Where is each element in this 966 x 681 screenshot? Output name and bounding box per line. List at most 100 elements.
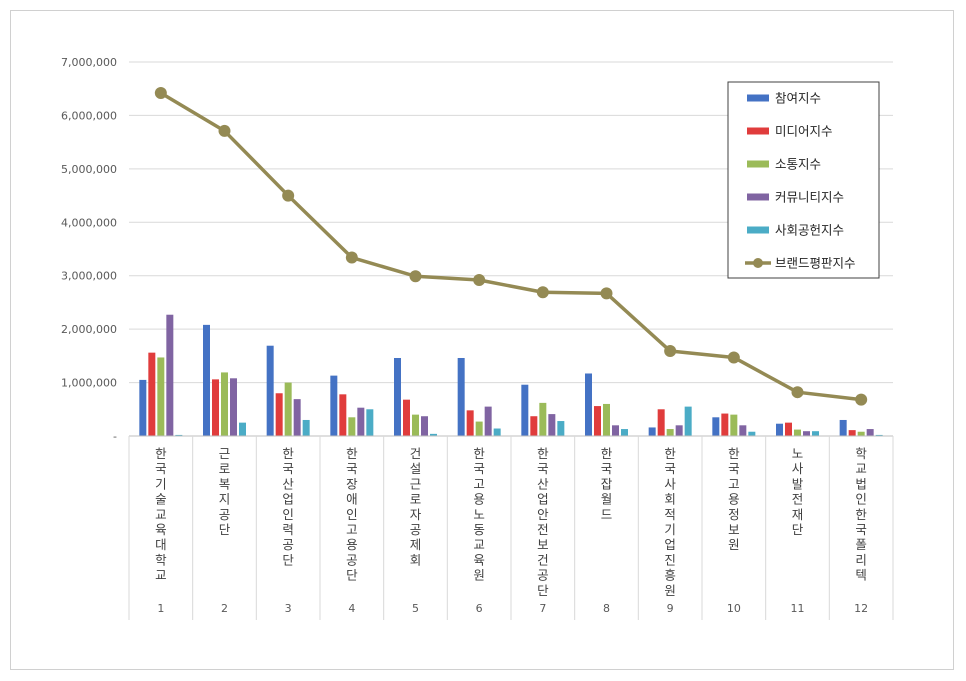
bar: [739, 425, 747, 436]
category-label-char: 한: [855, 507, 867, 522]
bar: [394, 357, 401, 436]
bar: [203, 324, 210, 436]
rank-label: 8: [603, 602, 610, 615]
category-label-char: 근: [410, 476, 422, 491]
category-label-char: 월: [601, 492, 613, 507]
category-label-char: 동: [473, 522, 485, 537]
category-label-char: 폴: [855, 537, 867, 552]
line-point: [409, 270, 422, 283]
y-tick-label: 2,000,000: [61, 323, 117, 336]
category-label-char: 리: [855, 552, 867, 567]
bar: [230, 378, 237, 436]
rank-label: 12: [854, 602, 868, 615]
bar: [212, 379, 219, 436]
category-label-char: 국: [282, 461, 294, 476]
bar: [848, 430, 856, 436]
category-label-char: 원: [473, 568, 485, 583]
y-tick-label: 5,000,000: [61, 163, 117, 176]
category-label-char: 장: [346, 476, 358, 491]
category-label-char: 법: [855, 476, 867, 491]
bar: [284, 382, 292, 436]
legend-label: 커뮤니티지수: [775, 190, 844, 205]
bar: [421, 416, 428, 436]
bar: [302, 419, 310, 436]
bar: [430, 433, 437, 436]
legend-label: 소통지수: [775, 157, 821, 172]
legend-swatch: [747, 94, 769, 102]
bar: [466, 410, 474, 436]
bar: [812, 431, 819, 436]
legend-marker: [753, 258, 763, 268]
category-label-char: 근: [219, 446, 231, 461]
category-label-char: 공: [282, 537, 294, 552]
rank-label: 11: [791, 602, 805, 615]
bar: [603, 403, 610, 436]
y-tick-label: 6,000,000: [61, 109, 117, 122]
legend-label: 사회공헌지수: [775, 223, 844, 238]
line-point: [791, 386, 804, 399]
category-label-char: 건: [537, 552, 549, 567]
category-label-char: 학: [855, 446, 867, 461]
bar: [857, 431, 865, 436]
line-point: [855, 393, 868, 406]
legend-swatch: [747, 127, 769, 135]
brand-reputation-line: [159, 91, 862, 402]
category-label-char: 제: [410, 537, 422, 552]
category-label-char: 한: [155, 446, 167, 461]
category-label-char: 전: [537, 522, 549, 537]
line-point: [154, 86, 167, 99]
bar-series: [139, 314, 883, 436]
category-label-char: 노: [473, 507, 485, 522]
category-label-char: 업: [282, 492, 294, 507]
category-label-char: 단: [537, 583, 549, 598]
bar: [785, 422, 792, 436]
bar: [275, 393, 283, 436]
category-label-char: 국: [473, 461, 485, 476]
bar: [293, 399, 301, 436]
category-label-char: 고: [473, 476, 485, 491]
bar: [348, 417, 356, 436]
bar: [648, 427, 656, 436]
bar: [239, 422, 246, 436]
category-label-char: 단: [219, 522, 231, 537]
category-label-char: 보: [537, 537, 549, 552]
category-label-char: 한: [346, 446, 358, 461]
category-label-char: 사: [792, 461, 804, 476]
category-label-char: 설: [410, 461, 422, 476]
bar: [530, 416, 538, 436]
line-point: [218, 124, 231, 137]
category-label-char: 국: [346, 461, 358, 476]
x-axis: 한국기술교육대학교1근로복지공단2한국산업인력공단3한국장애인고용공단4건설근로…: [128, 435, 894, 620]
line-point: [345, 251, 358, 264]
category-label-char: 인: [346, 507, 358, 522]
category-label-char: 애: [346, 492, 358, 507]
bar: [221, 372, 228, 436]
rank-label: 10: [727, 602, 741, 615]
category-label-char: 기: [664, 522, 676, 537]
bar: [484, 406, 492, 436]
bar: [175, 434, 183, 436]
category-label-char: 국: [601, 461, 613, 476]
category-label-char: 국: [728, 461, 740, 476]
category-label-char: 잡: [601, 476, 613, 491]
category-label-char: 산: [282, 476, 294, 491]
category-label-char: 한: [601, 446, 613, 461]
category-label-char: 공: [219, 507, 231, 522]
bar: [330, 375, 338, 436]
bar: [684, 406, 692, 436]
category-label-char: 안: [537, 507, 549, 522]
category-label-char: 인: [855, 492, 867, 507]
bar: [139, 379, 147, 436]
category-label-char: 력: [282, 522, 294, 537]
category-label-char: 업: [537, 492, 549, 507]
category-label-char: 단: [282, 552, 294, 567]
category-label-char: 한: [664, 446, 676, 461]
category-label-char: 드: [601, 507, 613, 522]
category-label-char: 원: [664, 583, 676, 598]
category-label-char: 용: [728, 492, 740, 507]
legend-swatch: [747, 160, 769, 168]
bar: [521, 384, 529, 436]
rank-label: 3: [285, 602, 292, 615]
